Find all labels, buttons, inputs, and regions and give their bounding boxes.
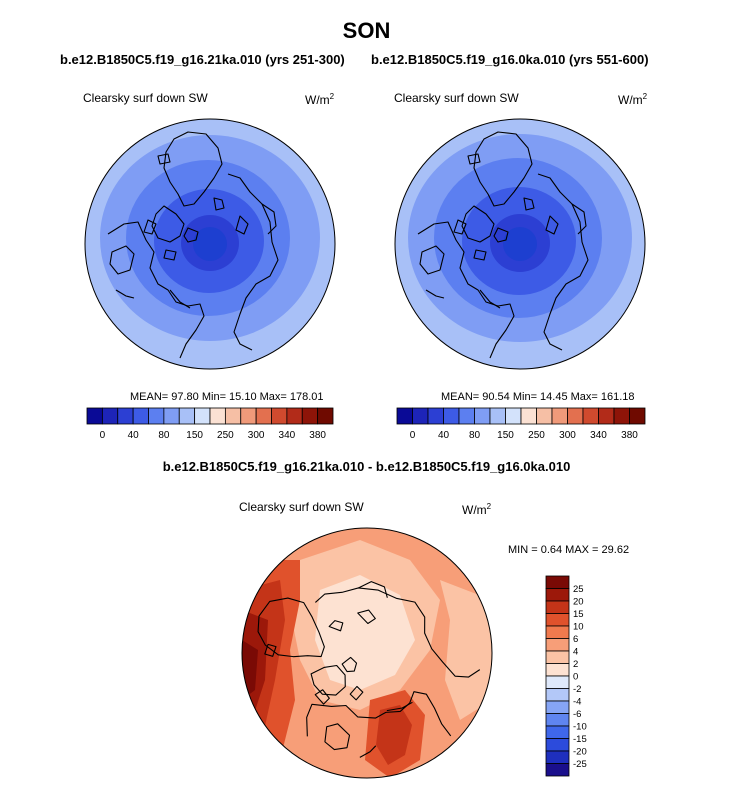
colorbar-box: [255, 407, 272, 425]
right-polar-map: [394, 118, 646, 370]
colorbar-tick-label: 150: [497, 430, 514, 441]
colorbar-tick-label: -20: [573, 747, 587, 758]
colorbar-box: [629, 407, 646, 425]
colorbar-tick-label: 0: [573, 672, 578, 683]
colorbar-tick-label: 340: [279, 430, 296, 441]
right-stats: MEAN= 90.54 Min= 14.45 Max= 161.18: [441, 391, 635, 403]
diff-stats: MIN = 0.64 MAX = 29.62: [508, 544, 630, 556]
colorbar-box: [545, 675, 570, 689]
colorbar-tick-label: -4: [573, 697, 581, 708]
colorbar-tick-label: 0: [100, 430, 106, 441]
colorbar-box: [545, 650, 570, 664]
colorbar-box: [474, 407, 491, 425]
colorbar-box: [545, 688, 570, 702]
colorbar-box: [613, 407, 630, 425]
colorbar-box: [209, 407, 226, 425]
colorbar-box: [520, 407, 537, 425]
colorbar-tick-label: 300: [559, 430, 576, 441]
right-units: W/m2: [618, 92, 648, 107]
colorbar-box: [301, 407, 319, 425]
colorbar-box: [545, 600, 570, 614]
colorbar-box: [545, 638, 570, 652]
colorbar-box: [489, 407, 506, 425]
colorbar-tick-label: -6: [573, 709, 581, 720]
right-panel-title: Clearsky surf down SW: [394, 91, 519, 105]
diff-panel-title: Clearsky surf down SW: [239, 500, 364, 514]
difference-title: b.e12.B1850C5.f19_g16.21ka.010 - b.e12.B…: [162, 459, 571, 474]
colorbar-box: [427, 407, 444, 425]
colorbar-tick-label: 4: [573, 647, 578, 658]
colorbar-box: [545, 613, 570, 627]
colorbar-box: [194, 407, 211, 425]
colorbar-box: [545, 588, 570, 602]
colorbar-box: [505, 407, 522, 425]
colorbar-tick-label: 0: [410, 430, 416, 441]
colorbar-box: [545, 575, 570, 589]
season-title: SON: [342, 18, 391, 43]
colorbar-tick-label: 80: [158, 430, 170, 441]
colorbar-box: [132, 407, 149, 425]
colorbar-box: [545, 713, 570, 727]
colorbar-tick-label: 150: [186, 430, 203, 441]
left-polar-map: [84, 118, 336, 370]
colorbar-box: [458, 407, 475, 425]
colorbar-tick-label: 25: [573, 584, 584, 595]
colorbar-box: [178, 407, 196, 425]
colorbar-box: [240, 407, 257, 425]
left-stats: MEAN= 97.80 Min= 15.10 Max= 178.01: [130, 391, 324, 403]
colorbar-tick-label: 250: [217, 430, 234, 441]
colorbar-box: [286, 407, 303, 425]
colorbar-box: [545, 738, 570, 752]
left-case-title: b.e12.B1850C5.f19_g16.21ka.010 (yrs 251-…: [60, 52, 345, 67]
colorbar-box: [396, 407, 413, 425]
colorbar-box: [271, 407, 288, 425]
colorbar-tick-label: -25: [573, 759, 587, 770]
colorbar-tick-label: 2: [573, 659, 578, 670]
right-case-title: b.e12.B1850C5.f19_g16.0ka.010 (yrs 551-6…: [371, 52, 649, 67]
colorbar-box: [317, 407, 334, 425]
colorbar-box: [582, 407, 599, 425]
colorbar-box: [545, 700, 570, 714]
difference-polar-map: [241, 527, 493, 779]
left-panel-title: Clearsky surf down SW: [83, 91, 208, 105]
colorbar-box: [443, 407, 460, 425]
colorbar-tick-label: 80: [469, 430, 481, 441]
colorbar-tick-label: -15: [573, 734, 587, 745]
colorbar-box: [117, 407, 134, 425]
colorbar-tick-label: -10: [573, 722, 587, 733]
colorbar-tick-label: 20: [573, 597, 584, 608]
diff-units: W/m2: [462, 502, 492, 517]
colorbar-box: [545, 763, 570, 777]
colorbar-tick-label: 380: [309, 430, 326, 441]
left-colorbar: 0 40 80 150 250 300 340 380: [86, 407, 334, 441]
colorbar-tick-label: 250: [528, 430, 545, 441]
colorbar-box: [163, 407, 180, 425]
colorbar-box: [545, 625, 570, 639]
colorbar-tick-label: -2: [573, 684, 581, 695]
colorbar-box: [536, 407, 553, 425]
colorbar-box: [598, 407, 615, 425]
right-colorbar: 0 40 80 150 250 300 340 380: [396, 407, 646, 441]
colorbar-box: [545, 663, 570, 677]
left-units: W/m2: [305, 92, 335, 107]
colorbar-tick-label: 340: [590, 430, 607, 441]
colorbar-box: [101, 407, 119, 425]
colorbar-box: [86, 407, 103, 425]
colorbar-tick-label: 10: [573, 622, 584, 633]
colorbar-tick-label: 40: [438, 430, 450, 441]
colorbar-box: [551, 407, 568, 425]
colorbar-box: [545, 750, 570, 764]
colorbar-tick-label: 380: [621, 430, 638, 441]
colorbar-box: [224, 407, 242, 425]
colorbar-box: [148, 407, 165, 425]
colorbar-tick-label: 15: [573, 609, 584, 620]
colorbar-box: [412, 407, 429, 425]
colorbar-tick-label: 40: [128, 430, 140, 441]
colorbar-box: [545, 725, 570, 739]
colorbar-tick-label: 300: [248, 430, 265, 441]
colorbar-tick-label: 6: [573, 634, 578, 645]
colorbar-box: [567, 407, 584, 425]
